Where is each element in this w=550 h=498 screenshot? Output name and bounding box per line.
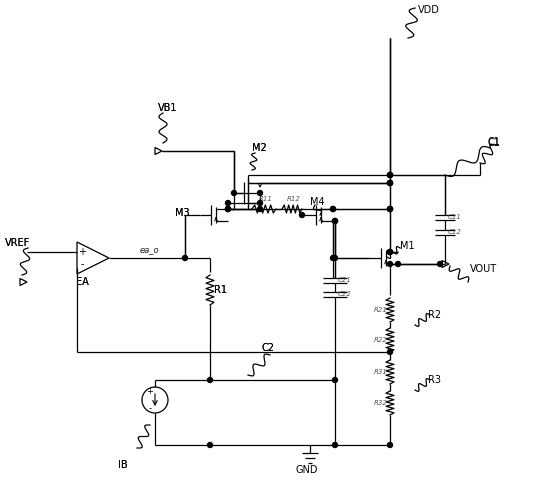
Text: -: - (80, 259, 84, 269)
Text: VB1: VB1 (158, 103, 178, 113)
Circle shape (207, 443, 212, 448)
Text: R22: R22 (374, 337, 388, 343)
Text: R3: R3 (428, 375, 441, 385)
Circle shape (257, 207, 262, 212)
Text: C1: C1 (488, 138, 501, 148)
Circle shape (226, 207, 230, 212)
Text: C1: C1 (488, 137, 501, 147)
Circle shape (388, 443, 393, 448)
Text: M3: M3 (175, 208, 190, 218)
Text: C22: C22 (338, 291, 352, 297)
Text: M2: M2 (252, 143, 267, 153)
Text: VDD: VDD (418, 5, 440, 15)
Text: ea_o: ea_o (140, 246, 160, 254)
Text: VOUT: VOUT (470, 264, 497, 274)
Circle shape (388, 180, 393, 185)
Text: R21: R21 (374, 307, 388, 313)
Text: M3: M3 (175, 208, 190, 218)
Text: M2: M2 (252, 143, 267, 153)
Circle shape (388, 172, 393, 177)
Text: IB: IB (118, 460, 128, 470)
Circle shape (232, 191, 236, 196)
Circle shape (388, 172, 393, 177)
Circle shape (333, 377, 338, 382)
Circle shape (395, 261, 400, 266)
Circle shape (226, 207, 230, 212)
Text: +: + (78, 247, 86, 257)
Text: R1: R1 (214, 285, 227, 295)
Circle shape (300, 213, 305, 218)
Circle shape (333, 443, 338, 448)
Text: EA: EA (76, 277, 89, 287)
Text: R31: R31 (374, 369, 388, 375)
Circle shape (226, 201, 230, 206)
Circle shape (257, 191, 262, 196)
Circle shape (333, 255, 338, 260)
Text: R1: R1 (214, 285, 227, 295)
Circle shape (257, 201, 262, 206)
Circle shape (388, 180, 393, 185)
Circle shape (333, 219, 338, 224)
Circle shape (388, 249, 393, 254)
Circle shape (388, 180, 393, 185)
Text: R2: R2 (428, 310, 441, 320)
Text: IB: IB (118, 460, 128, 470)
Text: R32: R32 (374, 400, 388, 406)
Circle shape (331, 207, 336, 212)
Text: VREF: VREF (5, 238, 30, 248)
Text: R11: R11 (259, 196, 273, 202)
Text: VREF: VREF (5, 238, 30, 248)
Circle shape (437, 261, 443, 266)
Text: C2: C2 (262, 343, 275, 353)
Circle shape (388, 350, 393, 355)
Text: C2: C2 (262, 343, 275, 353)
Circle shape (183, 255, 188, 260)
Circle shape (226, 207, 230, 212)
Circle shape (388, 207, 393, 212)
Text: M4: M4 (310, 197, 324, 207)
Text: GND: GND (295, 465, 317, 475)
Circle shape (331, 255, 336, 260)
Circle shape (388, 249, 393, 254)
Text: ea_o: ea_o (140, 246, 160, 254)
Text: C11: C11 (448, 214, 462, 220)
Text: C12: C12 (448, 229, 462, 235)
Circle shape (333, 219, 338, 224)
Text: +: + (146, 387, 153, 396)
Circle shape (331, 207, 336, 212)
Circle shape (388, 207, 393, 212)
Circle shape (388, 261, 393, 266)
Text: VB1: VB1 (158, 103, 178, 113)
Text: C21: C21 (338, 277, 352, 283)
Text: EA: EA (76, 277, 89, 287)
Text: -: - (148, 404, 151, 413)
Circle shape (207, 377, 212, 382)
Text: M1: M1 (400, 241, 415, 251)
Circle shape (388, 172, 393, 177)
Text: R12: R12 (287, 196, 301, 202)
Circle shape (388, 207, 393, 212)
Circle shape (388, 249, 393, 254)
